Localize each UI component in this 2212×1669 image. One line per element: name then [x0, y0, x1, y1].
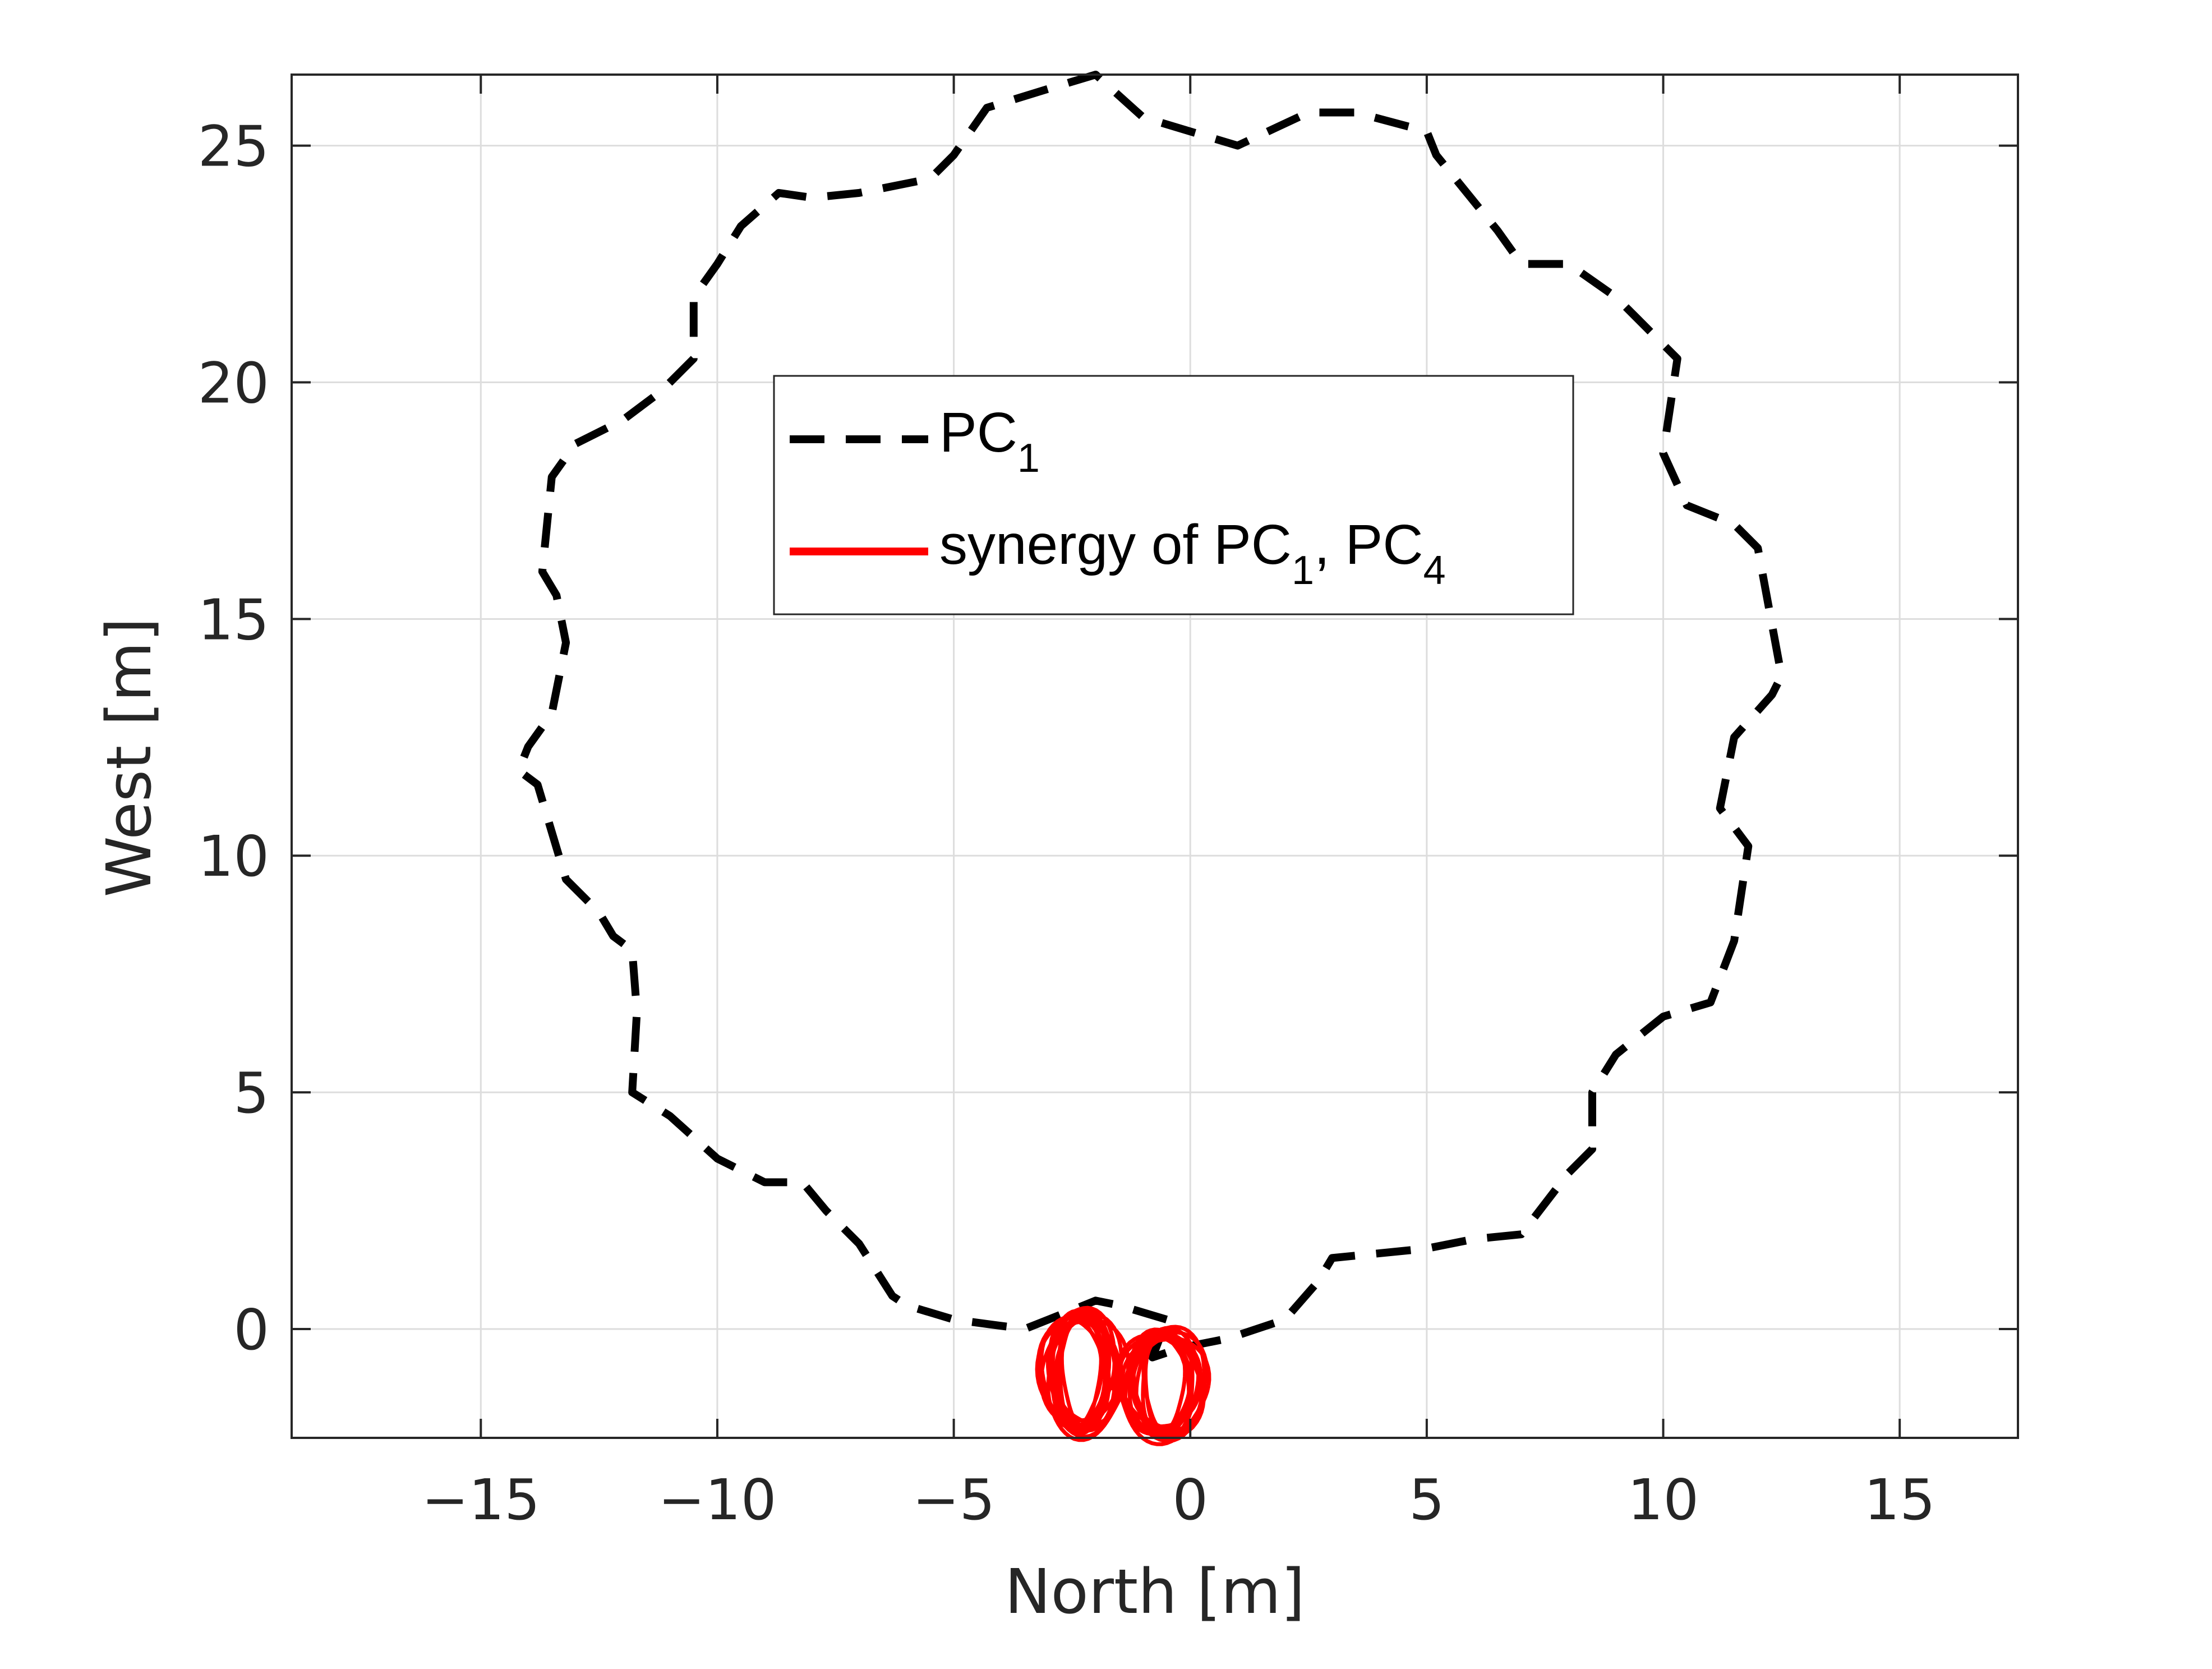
x-tick-label: 10	[1628, 1467, 1699, 1533]
y-axis-label: West [m]	[93, 618, 165, 897]
x-tick-label: 0	[1172, 1467, 1208, 1533]
y-tick-label: 0	[233, 1297, 269, 1363]
x-tick-label: 5	[1409, 1467, 1445, 1533]
legend-label-synergy: synergy of PC1, PC4	[939, 513, 1446, 593]
y-tick-label: 25	[198, 114, 269, 180]
legend-box	[773, 375, 1574, 615]
legend: PC1 synergy of PC1, PC4	[773, 375, 1574, 615]
y-tick-label: 10	[198, 824, 269, 889]
series-synergy-waist	[1109, 1378, 1130, 1393]
y-tick-label: 5	[233, 1060, 269, 1126]
series-synergy-lobe	[1035, 1305, 1131, 1442]
y-tick-label: 15	[198, 587, 269, 652]
x-tick-label: −10	[658, 1467, 776, 1533]
series-layer	[514, 71, 1786, 1446]
x-tick-label: 15	[1864, 1467, 1936, 1533]
tick-layer: −15 −10 −5 0 5 10 15 0 5 10 15 20 25	[198, 75, 2018, 1533]
legend-label-pc1: PC1	[939, 401, 1040, 481]
series-synergy-loop	[1039, 1314, 1131, 1442]
grid-layer	[292, 75, 2018, 1438]
x-axis-label: North [m]	[1004, 1556, 1305, 1627]
series-pc1-line	[514, 71, 1786, 1362]
x-tick-label: −5	[913, 1467, 995, 1533]
plot-frame	[291, 73, 2019, 1439]
plot-background	[292, 75, 2018, 1438]
x-tick-label: −15	[422, 1467, 540, 1533]
y-tick-label: 20	[198, 350, 269, 416]
